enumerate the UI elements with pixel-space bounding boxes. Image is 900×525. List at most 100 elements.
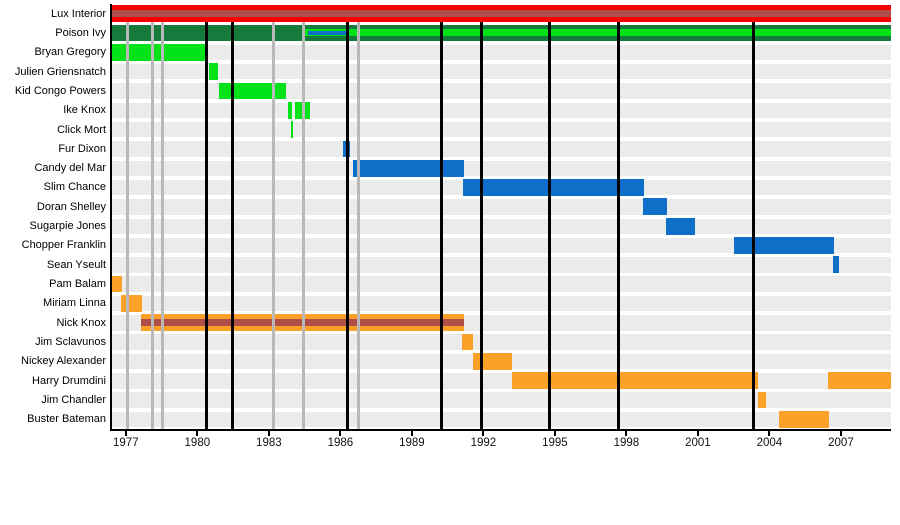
member-label: Candy del Mar (34, 162, 106, 175)
row-band (112, 276, 891, 292)
timeline-bar-bass (352, 159, 465, 177)
member-label: Miriam Linna (43, 297, 106, 310)
timeline-bar-bass (308, 31, 348, 35)
member-label: Pam Balam (49, 278, 106, 291)
x-axis-tick-label: 1986 (327, 437, 354, 449)
timeline-bar-drums (512, 372, 759, 390)
live-recording-line (150, 21, 154, 429)
legend: Vocals, harmonica Lead guitar Rhythm gui… (0, 460, 900, 525)
x-axis-tick (267, 431, 270, 436)
timeline-bar-rhythm-guitar (112, 43, 209, 61)
row-band (112, 141, 891, 157)
timeline-bar-bass (666, 217, 696, 235)
studio-album-line (439, 21, 443, 429)
member-label: Nick Knox (56, 316, 106, 329)
x-axis-tick-label: 1989 (399, 437, 425, 449)
studio-album-line (751, 21, 755, 429)
timeline-bar-drums (112, 275, 122, 293)
x-axis-tick-label: 1977 (113, 437, 139, 449)
member-label: Bryan Gregory (34, 46, 106, 59)
x-axis-tick-label: 1983 (256, 437, 282, 449)
timeline-bar-rhythm-guitar (219, 82, 286, 100)
row-band (112, 199, 891, 215)
row-band (112, 334, 891, 350)
member-label: Nickey Alexander (21, 355, 106, 368)
member-label: Fur Dixon (58, 142, 106, 155)
timeline-bar-rhythm-guitar (303, 29, 891, 37)
row-band (112, 160, 891, 177)
timeline-bar-bass (463, 179, 645, 196)
x-axis-tick-label: 1995 (542, 437, 568, 449)
plot-left-spine (110, 4, 112, 429)
x-axis-tick (839, 431, 842, 436)
timeline-bar-bass (734, 237, 835, 254)
timeline-bar-drums (758, 391, 767, 409)
live-recording-line (356, 21, 360, 429)
member-label: Click Mort (57, 123, 106, 136)
live-recording-line (126, 21, 130, 429)
member-label: Sugarpie Jones (29, 220, 106, 233)
member-label: Poison Ivy (55, 26, 106, 39)
studio-album-line (479, 21, 483, 429)
row-band (112, 373, 891, 389)
timeline-bar-percussion (112, 10, 891, 18)
x-axis-tick (625, 431, 628, 436)
row-band (112, 83, 891, 99)
timeline-bar-drums (828, 372, 891, 390)
x-axis (110, 429, 891, 431)
member-label: Julien Griensnatch (14, 65, 106, 78)
x-axis-tick-label: 1992 (470, 437, 497, 449)
row-band (112, 392, 891, 408)
row-band (112, 257, 891, 273)
x-axis-tick (196, 431, 199, 436)
row-band (112, 237, 891, 254)
x-axis-tick (124, 431, 127, 436)
row-band (112, 121, 891, 138)
member-label: Buster Bateman (27, 413, 106, 426)
timeline-bar-rhythm-guitar (287, 101, 292, 119)
studio-album-line (204, 21, 208, 429)
x-axis-tick (696, 431, 699, 436)
x-axis-tick (768, 431, 771, 436)
row-band (112, 63, 891, 80)
member-label: Slim Chance (43, 181, 106, 194)
studio-album-line (547, 21, 551, 429)
row-band (112, 411, 891, 428)
x-axis-tick (410, 431, 413, 436)
timeline-bar-drums (462, 333, 474, 351)
timeline-bar-bass (833, 256, 840, 274)
studio-album-line (346, 21, 350, 429)
x-axis-tick (553, 431, 556, 436)
timeline-bar-rhythm-guitar (209, 63, 219, 80)
studio-album-line (616, 21, 620, 429)
live-recording-line (271, 21, 275, 429)
x-axis-tick-label: 1980 (184, 437, 211, 449)
x-axis-tick-label: 2007 (828, 437, 854, 449)
member-label: Jim Chandler (41, 393, 106, 406)
member-label: Kid Congo Powers (14, 84, 106, 97)
timeline-bar-rhythm-guitar (290, 121, 294, 138)
member-label: Harry Drumdini (32, 374, 106, 387)
x-axis-tick-label: 2001 (685, 437, 711, 449)
timeline-bar-bass (643, 198, 668, 216)
live-recording-line (301, 21, 305, 429)
timeline-bar-drums (779, 410, 830, 428)
studio-album-line (230, 21, 234, 429)
x-axis-tick (339, 431, 342, 436)
live-recording-line (160, 21, 164, 429)
member-label: Sean Yseult (46, 258, 106, 271)
row-band (112, 218, 891, 235)
member-label: Lux Interior (50, 7, 106, 20)
member-label: Doran Shelley (36, 200, 106, 213)
member-label: Jim Sclavunos (35, 336, 106, 348)
x-axis-tick-label: 1998 (613, 437, 640, 449)
timeline-bar-drums (473, 353, 513, 370)
x-axis-tick-label: 2004 (756, 437, 783, 449)
row-band (112, 102, 891, 119)
timeline-bar-drums (121, 295, 143, 312)
member-label: Ike Knox (63, 104, 106, 117)
timeline-plot: Lux Interior Poison Ivy Bryan Gregory Julie… (14, 4, 891, 449)
member-label: Chopper Franklin (21, 239, 106, 252)
row-band (112, 44, 891, 61)
